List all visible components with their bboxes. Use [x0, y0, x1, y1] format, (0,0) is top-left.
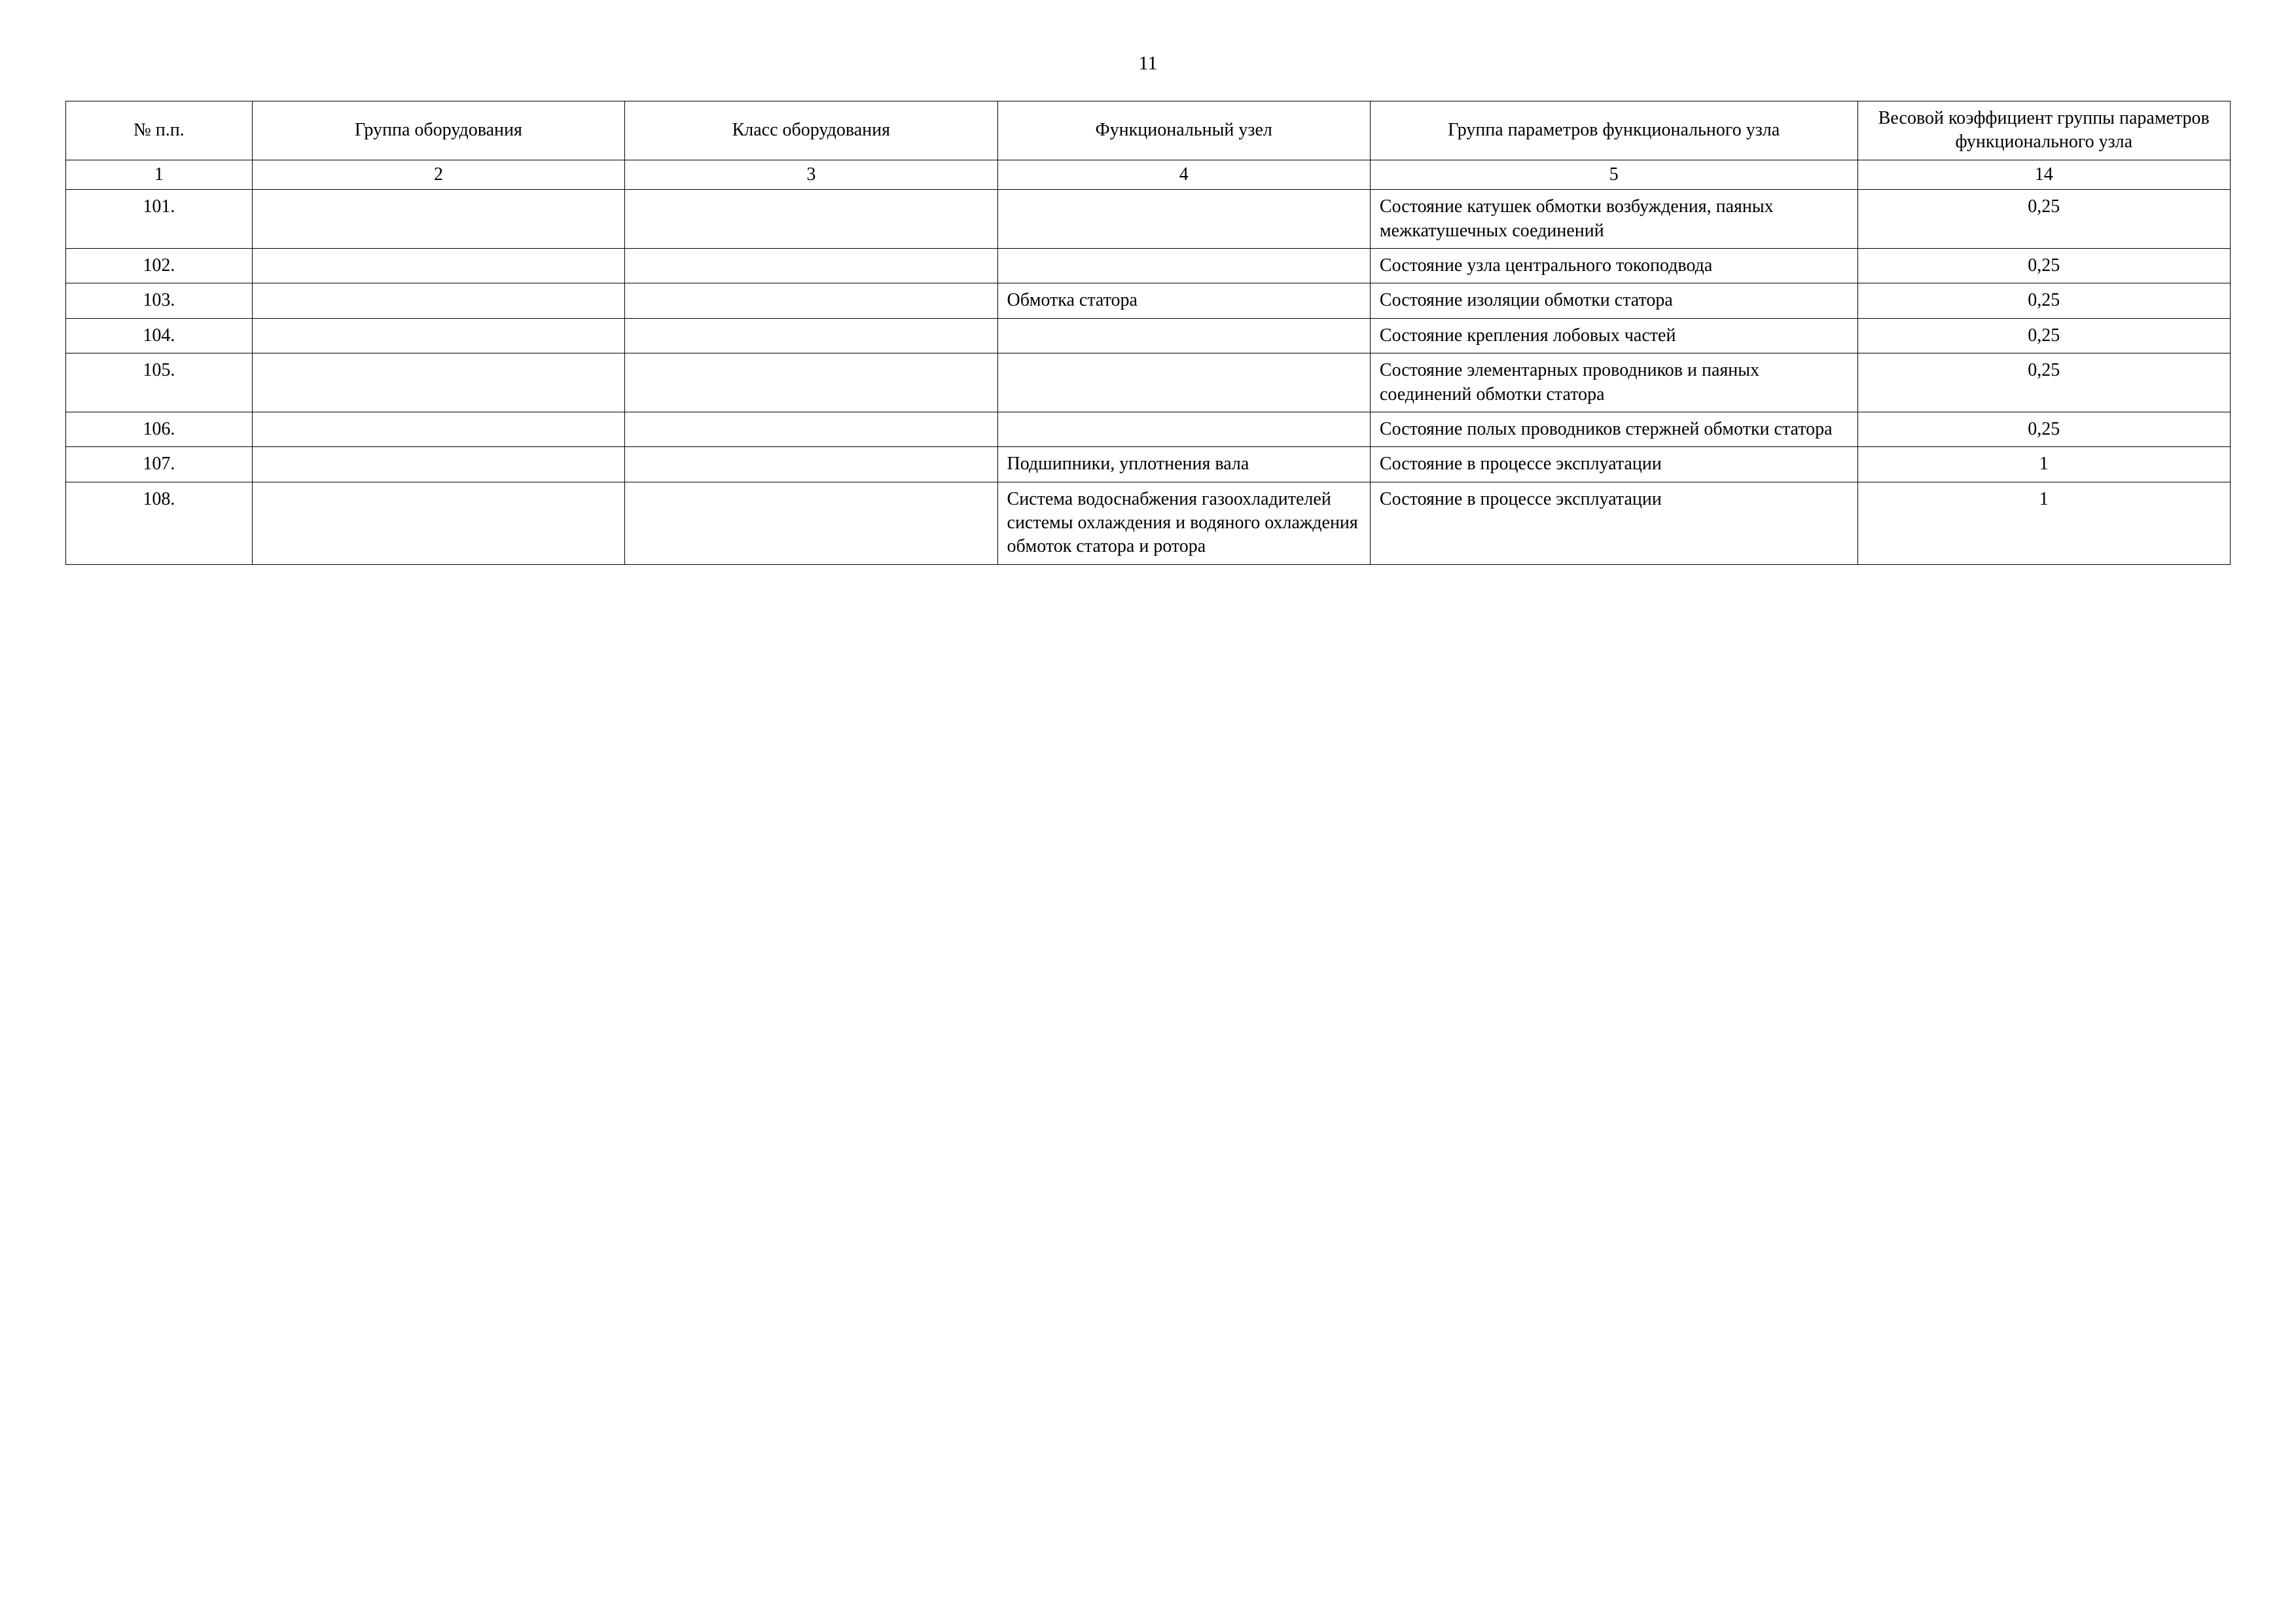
cell-group: [252, 318, 624, 353]
cell-num: 102.: [66, 248, 253, 283]
cell-num: 103.: [66, 283, 253, 318]
cell-weight: 1: [1857, 447, 2230, 482]
cell-group: [252, 353, 624, 412]
cell-class: [625, 482, 997, 564]
cell-class: [625, 248, 997, 283]
cell-params: Состояние изоляции обмотки статора: [1370, 283, 1857, 318]
cell-num: 105.: [66, 353, 253, 412]
data-table: № п.п. Группа оборудования Класс оборудо…: [65, 101, 2231, 565]
cell-func: [997, 190, 1370, 249]
colnum-1: 1: [66, 160, 253, 189]
cell-class: [625, 447, 997, 482]
cell-group: [252, 412, 624, 446]
cell-num: 107.: [66, 447, 253, 482]
cell-params: Состояние в процессе эксплуатации: [1370, 482, 1857, 564]
cell-class: [625, 318, 997, 353]
table-row: 103. Обмотка статораСостояние изоляции об…: [66, 283, 2231, 318]
cell-group: [252, 447, 624, 482]
cell-class: [625, 353, 997, 412]
cell-func: [997, 353, 1370, 412]
table-row: 108. Система водоснабжения газоохладителе…: [66, 482, 2231, 564]
cell-func: Система водоснабжения газоохладителей си…: [997, 482, 1370, 564]
table-header-row: № п.п. Группа оборудования Класс оборудо…: [66, 101, 2231, 160]
cell-group: [252, 248, 624, 283]
cell-weight: 1: [1857, 482, 2230, 564]
cell-group: [252, 190, 624, 249]
header-class: Класс оборудования: [625, 101, 997, 160]
colnum-4: 4: [997, 160, 1370, 189]
table-row: 104. Состояние крепления лобовых частей0,…: [66, 318, 2231, 353]
header-params: Группа параметров функционального узла: [1370, 101, 1857, 160]
table-column-numbers-row: 1 2 3 4 5 14: [66, 160, 2231, 189]
header-group: Группа оборудования: [252, 101, 624, 160]
colnum-5: 5: [1370, 160, 1857, 189]
table-row: 106. Состояние полых проводников стержней…: [66, 412, 2231, 446]
colnum-2: 2: [252, 160, 624, 189]
header-num: № п.п.: [66, 101, 253, 160]
cell-group: [252, 283, 624, 318]
cell-num: 104.: [66, 318, 253, 353]
cell-class: [625, 412, 997, 446]
cell-weight: 0,25: [1857, 318, 2230, 353]
cell-weight: 0,25: [1857, 190, 2230, 249]
cell-func: Подшипники, уплотнения вала: [997, 447, 1370, 482]
cell-group: [252, 482, 624, 564]
page-number: 11: [65, 52, 2231, 75]
cell-weight: 0,25: [1857, 353, 2230, 412]
cell-params: Состояние узла центрального токоподвода: [1370, 248, 1857, 283]
cell-func: [997, 412, 1370, 446]
cell-params: Состояние крепления лобовых частей: [1370, 318, 1857, 353]
cell-num: 106.: [66, 412, 253, 446]
cell-weight: 0,25: [1857, 283, 2230, 318]
header-weight: Весовой коэффициент группы параметров фу…: [1857, 101, 2230, 160]
cell-params: Состояние полых проводников стержней обм…: [1370, 412, 1857, 446]
cell-params: Состояние элементарных проводников и пая…: [1370, 353, 1857, 412]
cell-params: Состояние в процессе эксплуатации: [1370, 447, 1857, 482]
cell-func: [997, 318, 1370, 353]
cell-weight: 0,25: [1857, 248, 2230, 283]
cell-params: Состояние катушек обмотки возбуждения, п…: [1370, 190, 1857, 249]
table-row: 101. Состояние катушек обмотки возбуждени…: [66, 190, 2231, 249]
header-func: Функциональный узел: [997, 101, 1370, 160]
cell-func: Обмотка статора: [997, 283, 1370, 318]
cell-num: 108.: [66, 482, 253, 564]
table-row: 105. Состояние элементарных проводников и…: [66, 353, 2231, 412]
table-row: 107. Подшипники, уплотнения валаСостояние…: [66, 447, 2231, 482]
cell-func: [997, 248, 1370, 283]
cell-num: 101.: [66, 190, 253, 249]
cell-class: [625, 283, 997, 318]
colnum-6: 14: [1857, 160, 2230, 189]
colnum-3: 3: [625, 160, 997, 189]
table-row: 102. Состояние узла центрального токоподв…: [66, 248, 2231, 283]
cell-class: [625, 190, 997, 249]
cell-weight: 0,25: [1857, 412, 2230, 446]
